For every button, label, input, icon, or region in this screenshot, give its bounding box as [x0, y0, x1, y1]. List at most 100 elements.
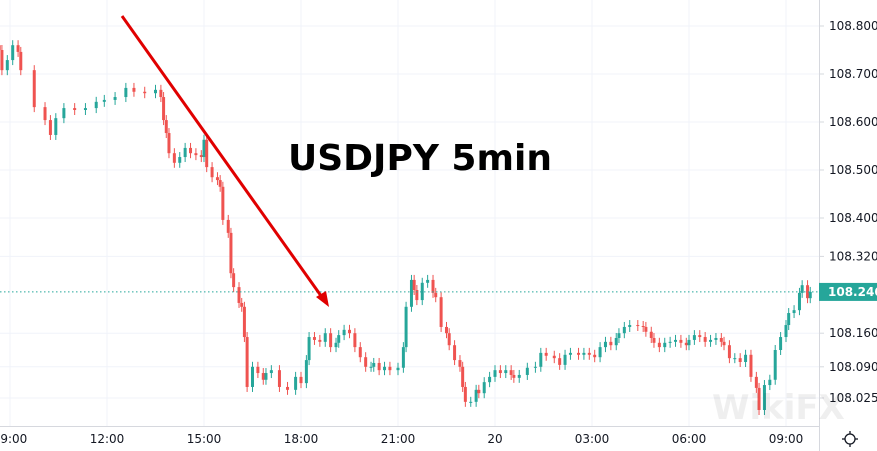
price-axis[interactable]: 108.800 108.700 108.600 108.500 108.400 108.3… [819, 19, 877, 405]
y-tick-label: 108.320 [829, 249, 877, 263]
candle [434, 287, 438, 303]
candle-body [431, 279, 435, 293]
candle-body [784, 325, 788, 338]
candle-body [714, 338, 718, 340]
candle [709, 334, 713, 347]
candle [622, 321, 626, 339]
candle-body [240, 302, 244, 307]
candle-body [709, 339, 713, 342]
x-tick-label: 15:00 [187, 432, 222, 446]
candle [426, 274, 430, 288]
candle-body [544, 352, 548, 356]
candle-body [649, 331, 653, 338]
candle-body [32, 70, 36, 108]
candles [0, 40, 812, 415]
candle [153, 84, 157, 99]
candle [377, 357, 381, 376]
candle-body [493, 370, 497, 377]
watermark-logo: WikiFX [712, 388, 845, 428]
candle-body [663, 342, 667, 348]
candle-body [194, 153, 198, 156]
candle-body [603, 341, 607, 348]
candle-body [143, 91, 147, 94]
candle [62, 103, 66, 124]
candle-body [463, 386, 467, 402]
candle [657, 337, 661, 353]
candle-body [587, 352, 591, 355]
candle-body [800, 285, 804, 293]
candle-body [582, 352, 586, 355]
trend-arrow [120, 15, 329, 307]
candle-body [628, 325, 632, 327]
candle [337, 330, 341, 348]
candle [488, 371, 492, 388]
candle [482, 377, 486, 399]
candle-body [461, 366, 465, 387]
x-tick-label: 09:00 [769, 432, 804, 446]
candle [318, 334, 322, 347]
candle-body [11, 45, 15, 61]
candle-body [703, 337, 707, 342]
candle-body [132, 87, 136, 92]
candle-body [342, 329, 346, 336]
candle [628, 320, 632, 332]
candle [202, 134, 206, 163]
candle-body [404, 306, 408, 348]
candle [684, 337, 688, 351]
candle [587, 347, 591, 360]
candle [401, 342, 405, 373]
candle-body [62, 108, 66, 119]
candle-body [347, 329, 351, 334]
candle-body [221, 186, 225, 220]
candle-body [232, 273, 236, 288]
candle [132, 82, 136, 97]
x-tick-label: 12:00 [90, 432, 125, 446]
candle [744, 349, 748, 367]
candle [749, 349, 753, 382]
candle [94, 96, 98, 114]
candle-body [552, 355, 556, 359]
candle-body [164, 120, 168, 134]
candle [663, 337, 667, 353]
candle [54, 113, 58, 140]
candle [218, 175, 222, 192]
candle-body [250, 366, 254, 387]
candle [447, 328, 451, 351]
candle [396, 362, 400, 376]
candle [183, 142, 187, 163]
candle-body [409, 279, 413, 307]
candle-body [312, 337, 316, 340]
candle [687, 334, 691, 351]
candle-body [609, 341, 613, 346]
candle [779, 332, 783, 355]
candle-body [722, 341, 726, 346]
candle-body [808, 291, 812, 299]
time-axis[interactable]: 09:00 12:00 15:00 18:00 21:00 20 03:00 06:00 09:… [0, 432, 803, 446]
candle-body [189, 147, 193, 154]
candle [5, 55, 9, 76]
candle [159, 84, 163, 103]
candle-body [401, 347, 405, 368]
candle [194, 148, 198, 161]
candle-body [215, 177, 219, 181]
gear-icon[interactable] [842, 431, 858, 447]
candle-body [719, 338, 723, 342]
candle-body [679, 339, 683, 343]
candle [164, 115, 168, 139]
candle [242, 301, 246, 343]
candle-body [54, 118, 58, 135]
candle [525, 362, 529, 380]
candle [512, 369, 516, 383]
candle-body [684, 342, 688, 346]
candle-body [0, 50, 4, 71]
candle-body [178, 157, 182, 163]
y-tick-label: 108.700 [829, 67, 877, 81]
candle [593, 349, 597, 363]
candle [83, 103, 87, 115]
candle-body [256, 366, 260, 374]
candle-body [458, 360, 462, 367]
candle-body [488, 376, 492, 383]
candle [264, 368, 268, 385]
candle [474, 384, 478, 407]
